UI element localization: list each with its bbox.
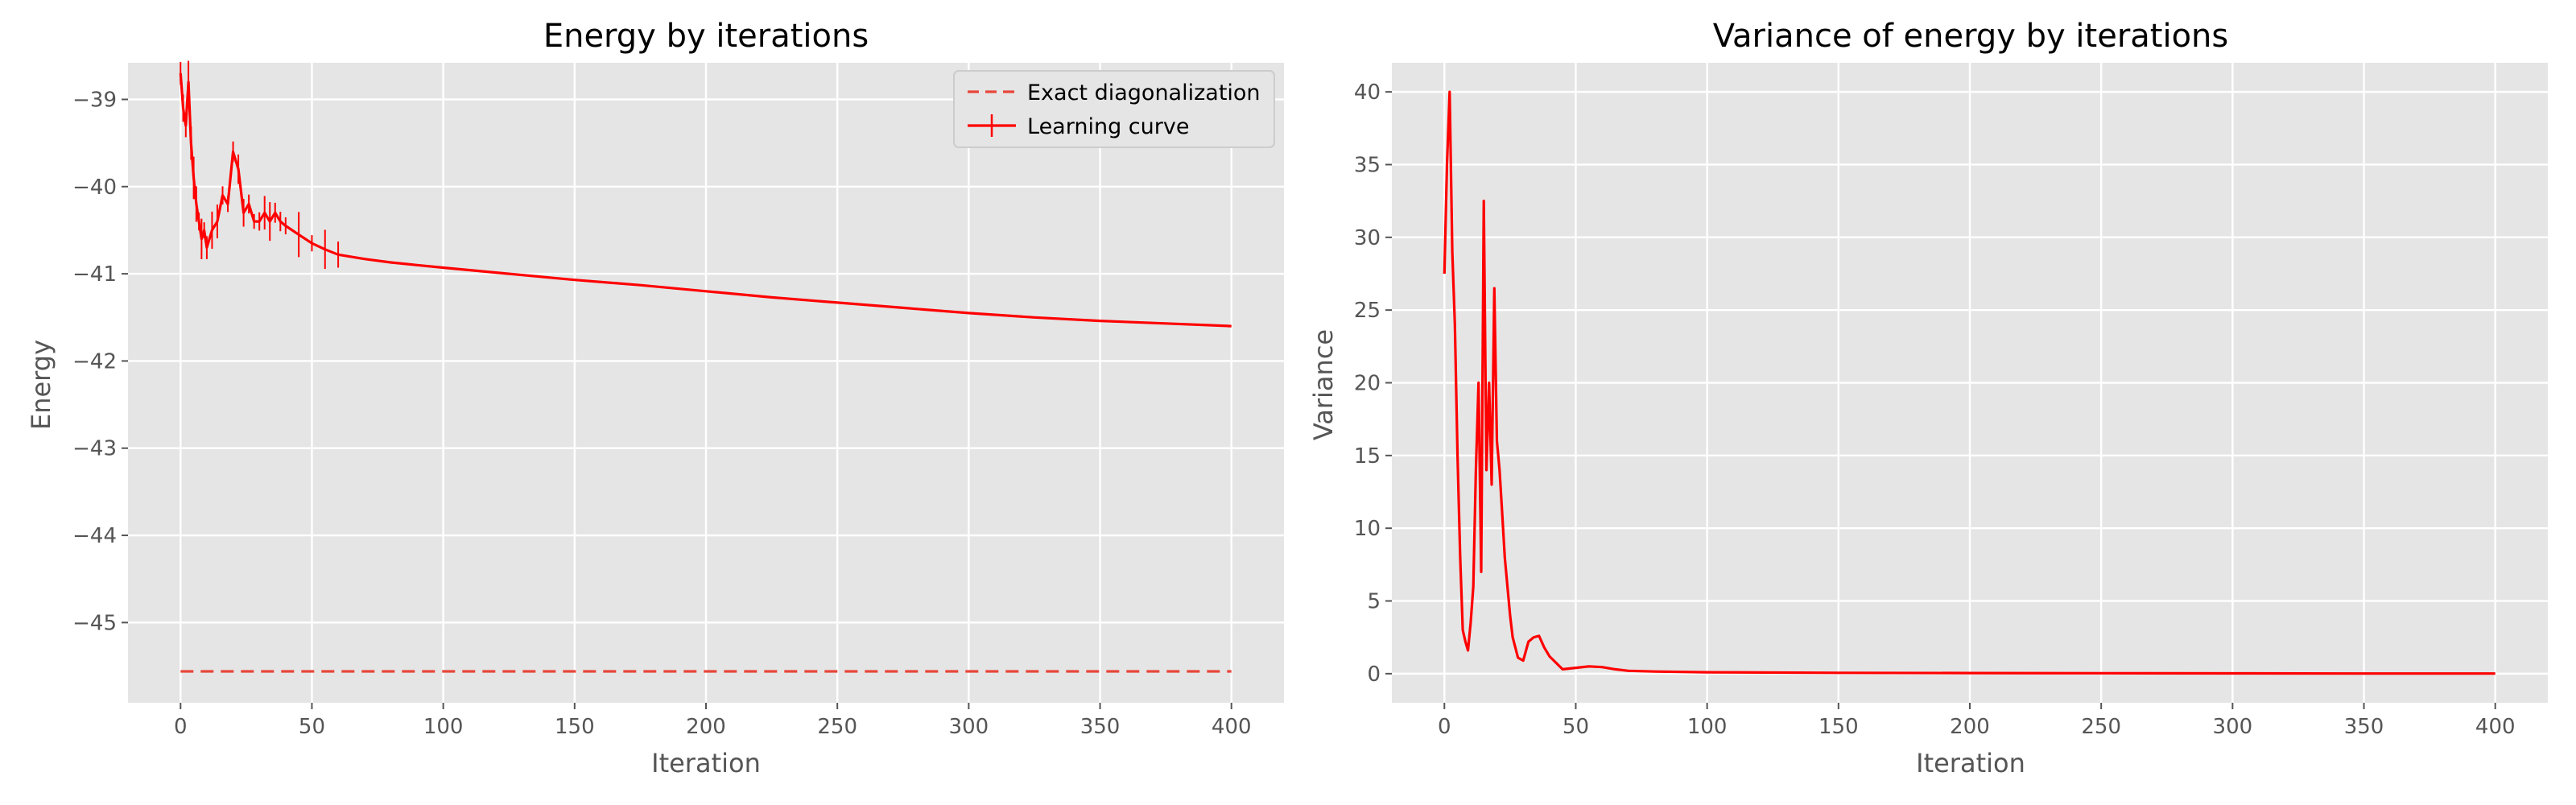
energy-y-tick-label: −39 bbox=[72, 88, 117, 112]
variance-y-tick-label: 30 bbox=[1354, 226, 1381, 250]
energy-y-axis-label: Energy bbox=[26, 340, 56, 430]
variance-series bbox=[1443, 90, 2496, 675]
variance-x-tick-label: 100 bbox=[1687, 715, 1728, 739]
energy-panel: 0 50 100 150 200 250 300 350 400 −39 −40 −41 −42 −43 −… bbox=[26, 18, 1284, 778]
legend: Exact diagonalization Learning curve bbox=[953, 70, 1275, 148]
energy-x-tick-label: 250 bbox=[817, 715, 857, 739]
energy-series bbox=[179, 60, 1232, 673]
variance-y-tick-label: 20 bbox=[1354, 372, 1381, 396]
variance-y-tick-label: 15 bbox=[1354, 444, 1381, 469]
energy-y-tick-label: −43 bbox=[72, 437, 117, 461]
variance-x-tick-label: 400 bbox=[2475, 715, 2516, 739]
variance-x-tick-label: 50 bbox=[1563, 715, 1589, 739]
variance-x-tick-label: 200 bbox=[1950, 715, 1990, 739]
variance-x-tick-label: 150 bbox=[1818, 715, 1859, 739]
variance-chart-title: Variance of energy by iterations bbox=[1713, 18, 2228, 55]
variance-x-tick-label: 250 bbox=[2081, 715, 2121, 739]
variance-y-tick-label: 10 bbox=[1354, 517, 1381, 541]
legend-frame bbox=[953, 70, 1275, 148]
variance-x-axis-label: Iteration bbox=[1916, 748, 2025, 778]
energy-x-tick-label: 350 bbox=[1080, 715, 1121, 739]
energy-series-line-1 bbox=[179, 72, 1232, 328]
variance-y-tick-label: 25 bbox=[1354, 299, 1381, 323]
energy-x-tick-label: 100 bbox=[423, 715, 464, 739]
energy-y-tick-label: −40 bbox=[72, 175, 117, 200]
energy-y-tick-label: −41 bbox=[72, 262, 117, 287]
energy-x-axis-label: Iteration bbox=[651, 748, 761, 778]
variance-y-tick-label: 0 bbox=[1367, 663, 1381, 687]
energy-x-tick-label: 200 bbox=[686, 715, 726, 739]
variance-y-axis-label: Variance bbox=[1308, 329, 1339, 440]
variance-panel: 0 50 100 150 200 250 300 350 400 0 5 10 15 20 25 30 35 40… bbox=[1308, 18, 2548, 778]
variance-x-tick-label: 350 bbox=[2344, 715, 2384, 739]
energy-x-tick-label: 150 bbox=[555, 715, 595, 739]
variance-series-line-0 bbox=[1443, 90, 2496, 675]
variance-x-tick-label: 300 bbox=[2213, 715, 2253, 739]
variance-y-tick-label: 35 bbox=[1354, 153, 1381, 177]
legend-label-exact: Exact diagonalization bbox=[1027, 80, 1261, 105]
energy-ticks: 0 50 100 150 200 250 300 350 400 −39 −40 −41 −42 −43 −… bbox=[72, 88, 1251, 739]
energy-y-tick-label: −42 bbox=[72, 349, 117, 374]
energy-x-tick-label: 50 bbox=[299, 715, 325, 739]
variance-x-tick-label: 0 bbox=[1438, 715, 1451, 739]
legend-label-learning: Learning curve bbox=[1027, 114, 1189, 139]
variance-ticks: 0 50 100 150 200 250 300 350 400 0 5 10 15 20 25 30 35 40 bbox=[1354, 80, 2516, 739]
energy-y-tick-label: −44 bbox=[72, 524, 117, 548]
energy-chart-title: Energy by iterations bbox=[543, 18, 869, 55]
energy-x-tick-label: 0 bbox=[174, 715, 188, 739]
energy-y-tick-label: −45 bbox=[72, 611, 117, 635]
variance-gridlines bbox=[1392, 63, 2548, 703]
variance-y-tick-label: 40 bbox=[1354, 80, 1381, 105]
variance-y-tick-label: 5 bbox=[1367, 590, 1381, 614]
energy-x-tick-label: 400 bbox=[1212, 715, 1252, 739]
energy-x-tick-label: 300 bbox=[949, 715, 989, 739]
